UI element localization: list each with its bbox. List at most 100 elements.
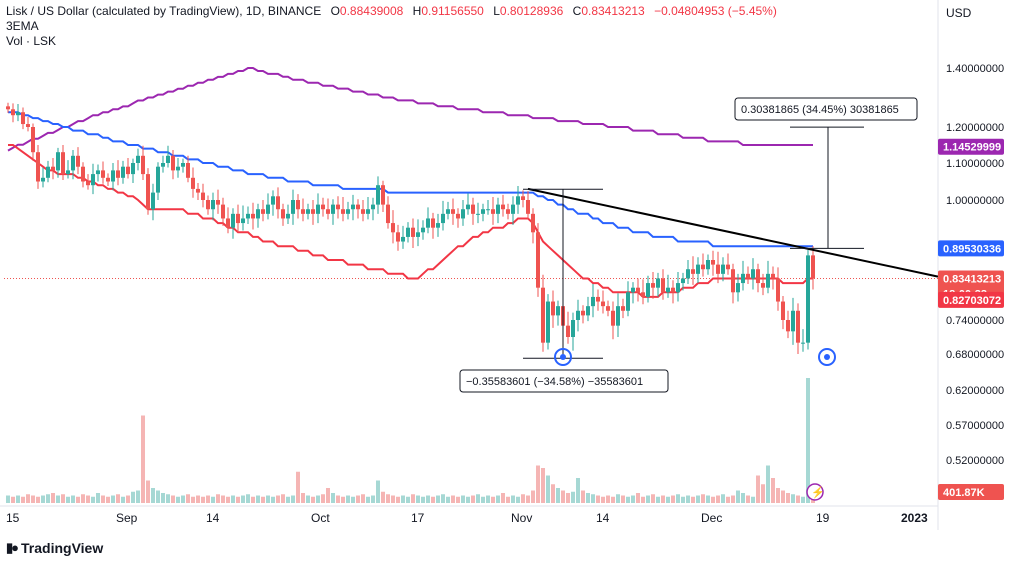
candle-body xyxy=(31,127,35,153)
volume-bar xyxy=(741,493,745,503)
candle-body xyxy=(66,170,70,175)
volume-bar xyxy=(791,494,795,503)
volume-bar xyxy=(771,478,775,503)
candle-body xyxy=(346,209,350,214)
tradingview-brand[interactable]: ▮● TradingView xyxy=(6,540,103,556)
candle-body xyxy=(796,310,800,343)
volume-bar xyxy=(411,494,415,503)
candle-body xyxy=(486,209,490,211)
candle-body xyxy=(51,166,55,171)
currency-label[interactable]: USD xyxy=(946,6,972,20)
time-axis-tick-label: Nov xyxy=(511,511,532,525)
volume-bar xyxy=(76,496,80,503)
volume-bar xyxy=(31,495,35,503)
candle-body xyxy=(86,181,90,186)
volume-bar xyxy=(761,484,765,503)
legend-ohlc-row: Lisk / US Dollar (calculated by TradingV… xyxy=(6,4,777,19)
candle-body xyxy=(111,170,115,182)
legend-open-label: O xyxy=(330,4,340,18)
volume-bar xyxy=(746,495,750,503)
candle-body xyxy=(291,200,295,214)
candle-body xyxy=(311,209,315,214)
volume-bar xyxy=(481,496,485,503)
candle-body xyxy=(686,269,690,279)
volume-bar xyxy=(661,495,665,503)
volume-bar xyxy=(121,496,125,503)
volume-bar xyxy=(191,496,195,503)
candle-body xyxy=(771,273,775,279)
candle-body xyxy=(761,283,765,288)
candle-body xyxy=(636,287,640,293)
volume-bar xyxy=(56,495,60,503)
legend-indicator-ema[interactable]: 3EMA xyxy=(6,19,39,33)
volume-bar xyxy=(706,495,710,503)
candle-body xyxy=(581,310,585,316)
candle-body xyxy=(96,170,100,175)
volume-bar xyxy=(471,495,475,503)
chart-legend: Lisk / US Dollar (calculated by TradingV… xyxy=(6,4,777,49)
measure-point-icon xyxy=(818,348,836,366)
volume-bar xyxy=(66,496,70,503)
volume-bar xyxy=(126,495,130,503)
volume-bar xyxy=(216,494,220,503)
volume-bar xyxy=(421,496,425,503)
volume-bar xyxy=(231,495,235,503)
candle-body xyxy=(556,306,560,316)
volume-bar xyxy=(71,495,75,503)
volume-bar xyxy=(41,495,45,503)
volume-bar xyxy=(316,495,320,503)
candle-body xyxy=(76,155,80,167)
candle-body xyxy=(446,209,450,214)
volume-bar xyxy=(106,496,110,503)
candle-body xyxy=(391,223,395,233)
volume-bar xyxy=(441,494,445,503)
candle-body xyxy=(406,227,410,237)
volume-bar xyxy=(491,496,495,503)
volume-bar xyxy=(111,495,115,503)
price-axis-tick-label: 0.52000000 xyxy=(946,455,1004,467)
candle-body xyxy=(681,278,685,284)
candle-body xyxy=(716,264,720,274)
candle-body xyxy=(141,155,145,175)
price-axis-tick-label: 1.40000000 xyxy=(946,63,1004,75)
volume-bar xyxy=(486,495,490,503)
volume-bar xyxy=(551,484,555,503)
candle-body xyxy=(566,325,570,337)
candle-body xyxy=(156,166,160,193)
candle-body xyxy=(706,260,710,270)
event-lightning-icon xyxy=(806,483,824,501)
volume-bar xyxy=(546,475,550,503)
candle-body xyxy=(191,177,195,189)
volume-bar xyxy=(406,496,410,503)
ema-purple-price-label: 1.14529999 xyxy=(943,142,1001,154)
volume-bar xyxy=(521,494,525,503)
candle-body xyxy=(216,200,220,205)
time-axis-tick-label: 14 xyxy=(206,511,220,525)
measure-point-icon xyxy=(554,348,572,366)
time-axis-tick-label: 17 xyxy=(411,511,425,525)
legend-indicator-volume[interactable]: Vol · LSK xyxy=(6,34,57,48)
volume-bar xyxy=(801,496,805,503)
candle-body xyxy=(546,301,550,343)
volume-bar xyxy=(176,496,180,503)
volume-bar xyxy=(271,496,275,503)
volume-bar xyxy=(606,495,610,503)
volume-bar xyxy=(731,495,735,503)
candle-body xyxy=(171,155,175,171)
candle-body xyxy=(106,177,110,182)
candle-body xyxy=(606,306,610,311)
volume-bar xyxy=(6,495,10,503)
candle-body xyxy=(396,232,400,242)
volume-bar xyxy=(51,493,55,503)
candle-body xyxy=(471,204,475,214)
volume-bar xyxy=(116,494,120,503)
candle-body xyxy=(211,200,215,210)
volume-bar xyxy=(196,495,200,503)
candle-body xyxy=(276,196,280,210)
time-axis-tick-label: 15 xyxy=(6,511,20,525)
volume-bar xyxy=(646,495,650,503)
volume-bar xyxy=(226,496,230,503)
candle-body xyxy=(181,163,185,167)
volume-bar xyxy=(581,490,585,503)
